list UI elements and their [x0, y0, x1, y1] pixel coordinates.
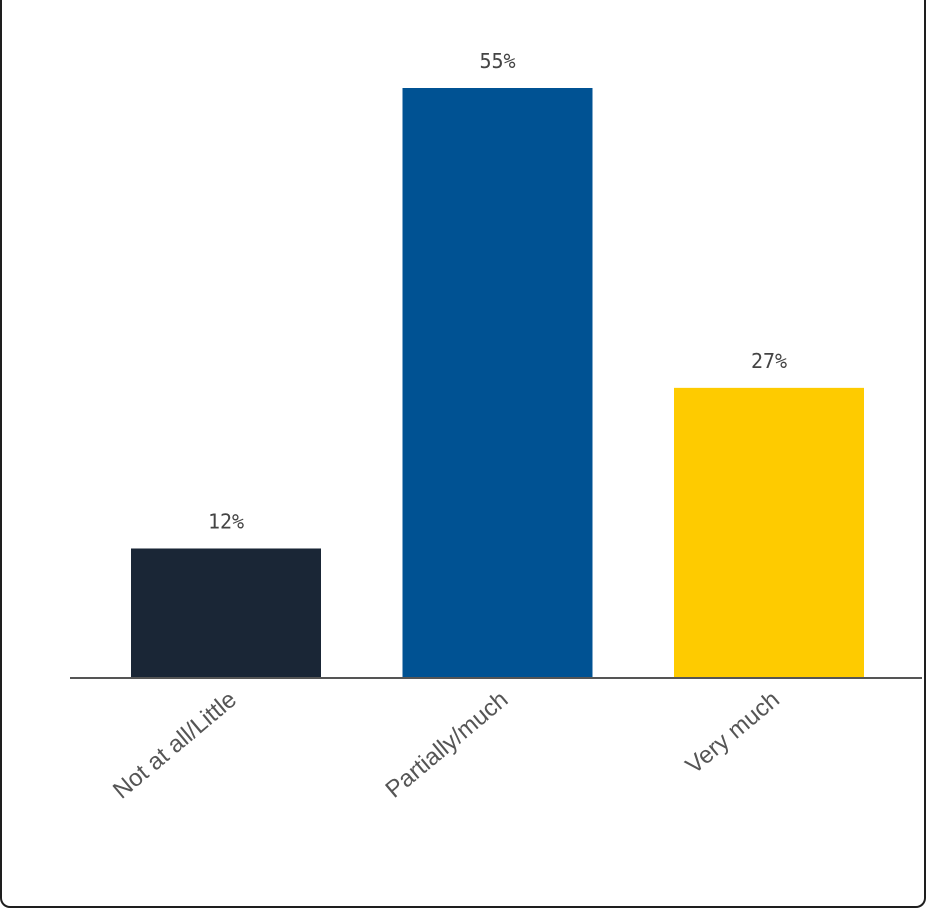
- x-tick-label: Very much: [681, 686, 785, 780]
- bar: [131, 548, 321, 677]
- x-tick-label: Partially/much: [381, 686, 514, 804]
- bar: [674, 387, 864, 677]
- x-tick-label: Not at all/Little: [108, 686, 242, 804]
- bar: [402, 88, 593, 677]
- value-label: 55%: [479, 49, 515, 73]
- value-label: 12%: [208, 509, 244, 533]
- value-label: 27%: [751, 349, 787, 373]
